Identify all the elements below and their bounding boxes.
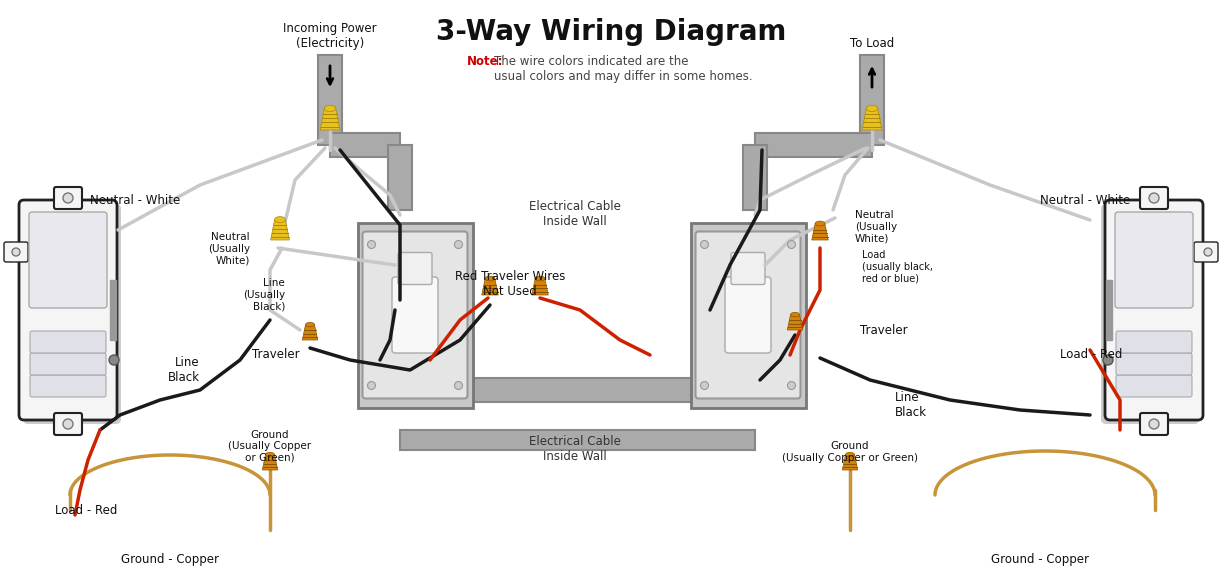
Text: Line
Black: Line Black bbox=[895, 391, 927, 419]
FancyBboxPatch shape bbox=[1194, 242, 1218, 262]
Polygon shape bbox=[320, 108, 340, 130]
Text: The wire colors indicated are the
usual colors and may differ in some homes.: The wire colors indicated are the usual … bbox=[494, 55, 753, 83]
Text: Neutral - White: Neutral - White bbox=[1040, 194, 1130, 206]
Bar bbox=[330, 133, 400, 157]
Circle shape bbox=[455, 241, 462, 249]
Text: Ground
(Usually Copper
or Green): Ground (Usually Copper or Green) bbox=[229, 430, 312, 463]
Polygon shape bbox=[532, 278, 549, 295]
FancyBboxPatch shape bbox=[54, 187, 82, 209]
Text: Line
(Usually
Black): Line (Usually Black) bbox=[243, 278, 285, 312]
Text: 3-Way Wiring Diagram: 3-Way Wiring Diagram bbox=[436, 18, 786, 46]
FancyBboxPatch shape bbox=[1101, 204, 1199, 424]
Text: Neutral
(Usually
White): Neutral (Usually White) bbox=[855, 210, 897, 243]
Text: Ground - Copper: Ground - Copper bbox=[121, 553, 219, 566]
Text: Load
(usually black,
red or blue): Load (usually black, red or blue) bbox=[862, 250, 934, 283]
FancyBboxPatch shape bbox=[1114, 212, 1193, 308]
FancyBboxPatch shape bbox=[1140, 413, 1168, 435]
Ellipse shape bbox=[846, 452, 854, 457]
FancyBboxPatch shape bbox=[31, 375, 106, 397]
Bar bbox=[755, 133, 873, 157]
Polygon shape bbox=[263, 454, 277, 470]
Text: Red Traveler Wires
Not Used: Red Traveler Wires Not Used bbox=[455, 270, 566, 298]
Circle shape bbox=[109, 355, 119, 365]
Ellipse shape bbox=[324, 105, 336, 112]
Text: Traveler: Traveler bbox=[253, 348, 299, 362]
Bar bbox=[389, 145, 412, 210]
Ellipse shape bbox=[265, 452, 275, 457]
Text: Neutral
(Usually
White): Neutral (Usually White) bbox=[208, 232, 251, 265]
Polygon shape bbox=[842, 454, 858, 470]
FancyBboxPatch shape bbox=[1105, 200, 1202, 420]
FancyBboxPatch shape bbox=[23, 204, 121, 424]
Bar bbox=[1106, 280, 1112, 340]
Circle shape bbox=[787, 241, 796, 249]
Circle shape bbox=[1204, 248, 1212, 256]
Polygon shape bbox=[862, 108, 882, 130]
Text: Electrical Cable
Inside Wall: Electrical Cable Inside Wall bbox=[529, 200, 621, 228]
Text: Load - Red: Load - Red bbox=[1059, 348, 1122, 362]
Ellipse shape bbox=[535, 276, 545, 281]
Circle shape bbox=[64, 193, 73, 203]
Circle shape bbox=[368, 382, 375, 390]
FancyBboxPatch shape bbox=[4, 242, 28, 262]
Ellipse shape bbox=[815, 221, 825, 226]
Circle shape bbox=[1149, 193, 1158, 203]
Circle shape bbox=[455, 382, 462, 390]
Bar bbox=[690, 222, 805, 407]
FancyBboxPatch shape bbox=[1116, 331, 1191, 353]
Polygon shape bbox=[811, 223, 829, 240]
Circle shape bbox=[700, 241, 709, 249]
Circle shape bbox=[368, 241, 375, 249]
FancyBboxPatch shape bbox=[392, 277, 437, 353]
Ellipse shape bbox=[791, 312, 799, 317]
Text: To Load: To Load bbox=[849, 37, 895, 50]
Text: Ground
(Usually Copper or Green): Ground (Usually Copper or Green) bbox=[782, 441, 918, 463]
Polygon shape bbox=[481, 278, 499, 295]
FancyBboxPatch shape bbox=[1116, 353, 1191, 375]
Text: Load - Red: Load - Red bbox=[55, 504, 117, 516]
Circle shape bbox=[1103, 355, 1113, 365]
Polygon shape bbox=[302, 324, 318, 340]
Text: Traveler: Traveler bbox=[860, 324, 908, 336]
FancyBboxPatch shape bbox=[695, 231, 800, 398]
Text: Note:: Note: bbox=[467, 55, 503, 68]
FancyBboxPatch shape bbox=[1140, 187, 1168, 209]
Circle shape bbox=[700, 382, 709, 390]
FancyBboxPatch shape bbox=[363, 231, 468, 398]
Bar bbox=[400, 378, 755, 402]
Bar bbox=[743, 145, 767, 210]
Ellipse shape bbox=[275, 217, 286, 222]
FancyBboxPatch shape bbox=[1116, 375, 1191, 397]
Polygon shape bbox=[787, 315, 803, 330]
FancyBboxPatch shape bbox=[398, 253, 433, 285]
FancyBboxPatch shape bbox=[20, 200, 117, 420]
Polygon shape bbox=[270, 219, 290, 240]
Ellipse shape bbox=[866, 105, 877, 112]
FancyBboxPatch shape bbox=[31, 353, 106, 375]
Bar bbox=[400, 430, 755, 450]
Circle shape bbox=[787, 382, 796, 390]
Bar bbox=[860, 55, 884, 145]
FancyBboxPatch shape bbox=[725, 277, 771, 353]
Ellipse shape bbox=[306, 323, 314, 327]
Bar bbox=[110, 280, 116, 340]
FancyBboxPatch shape bbox=[54, 413, 82, 435]
FancyBboxPatch shape bbox=[31, 331, 106, 353]
Text: Ground - Copper: Ground - Copper bbox=[991, 553, 1089, 566]
FancyBboxPatch shape bbox=[731, 253, 765, 285]
Ellipse shape bbox=[485, 276, 495, 281]
Bar bbox=[318, 55, 342, 145]
Text: Electrical Cable
Inside Wall: Electrical Cable Inside Wall bbox=[529, 435, 621, 463]
Circle shape bbox=[64, 419, 73, 429]
Circle shape bbox=[1149, 419, 1158, 429]
Text: Incoming Power
(Electricity): Incoming Power (Electricity) bbox=[284, 22, 376, 50]
Circle shape bbox=[12, 248, 20, 256]
FancyBboxPatch shape bbox=[29, 212, 108, 308]
Bar bbox=[358, 222, 473, 407]
Text: Line
Black: Line Black bbox=[167, 356, 200, 384]
Text: Neutral - White: Neutral - White bbox=[89, 194, 180, 206]
